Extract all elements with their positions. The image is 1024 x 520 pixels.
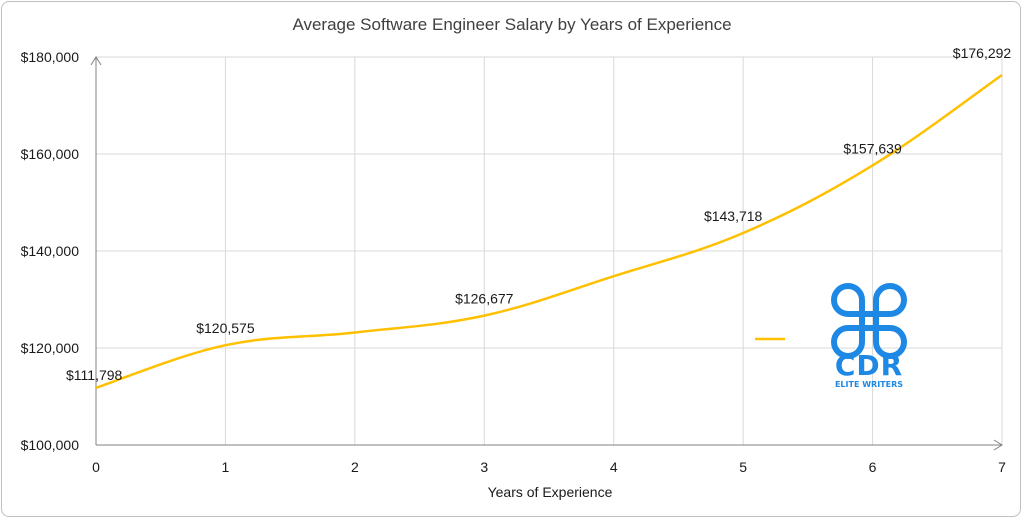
x-tick-label: 4 bbox=[610, 459, 618, 475]
y-tick-label: $160,000 bbox=[21, 146, 80, 162]
data-labels: $111,798 $120,575 $126,677 $143,718 $157,639… bbox=[66, 45, 1011, 383]
series-layer bbox=[95, 73, 1003, 389]
data-label: $111,798 bbox=[66, 367, 123, 383]
data-label: $120,575 bbox=[196, 320, 255, 336]
data-label: $176,292 bbox=[953, 45, 1012, 61]
tick-labels: $100,000 $120,000 $140,000 $160,000 $180,000… bbox=[21, 49, 1007, 475]
x-tick-label: 5 bbox=[739, 459, 747, 475]
logo-brand: CDR bbox=[835, 349, 903, 382]
logo-tagline: ELITE WRITERS bbox=[835, 380, 903, 389]
command-key-icon bbox=[831, 283, 907, 359]
x-tick-label: 0 bbox=[92, 459, 100, 475]
x-axis-label: Years of Experience bbox=[488, 484, 613, 500]
y-tick-label: $120,000 bbox=[21, 340, 80, 356]
x-tick-label: 3 bbox=[480, 459, 488, 475]
cdr-logo: CDR ELITE WRITERS bbox=[831, 283, 907, 389]
gridlines bbox=[96, 56, 1003, 445]
data-label: $126,677 bbox=[455, 291, 514, 307]
series-line bbox=[95, 73, 1003, 389]
data-label: $157,639 bbox=[843, 140, 902, 156]
axes bbox=[90, 56, 1003, 451]
y-tick-label: $100,000 bbox=[21, 437, 80, 453]
x-axis-arrow bbox=[993, 439, 1003, 451]
x-tick-label: 6 bbox=[869, 459, 877, 475]
y-axis-arrow bbox=[90, 56, 102, 66]
chart-title: Average Software Engineer Salary by Year… bbox=[292, 15, 731, 34]
x-tick-label: 1 bbox=[222, 459, 230, 475]
y-tick-label: $140,000 bbox=[21, 243, 80, 259]
x-tick-label: 7 bbox=[998, 459, 1006, 475]
data-label: $143,718 bbox=[704, 208, 763, 224]
y-tick-label: $180,000 bbox=[21, 49, 80, 65]
x-tick-label: 2 bbox=[351, 459, 359, 475]
